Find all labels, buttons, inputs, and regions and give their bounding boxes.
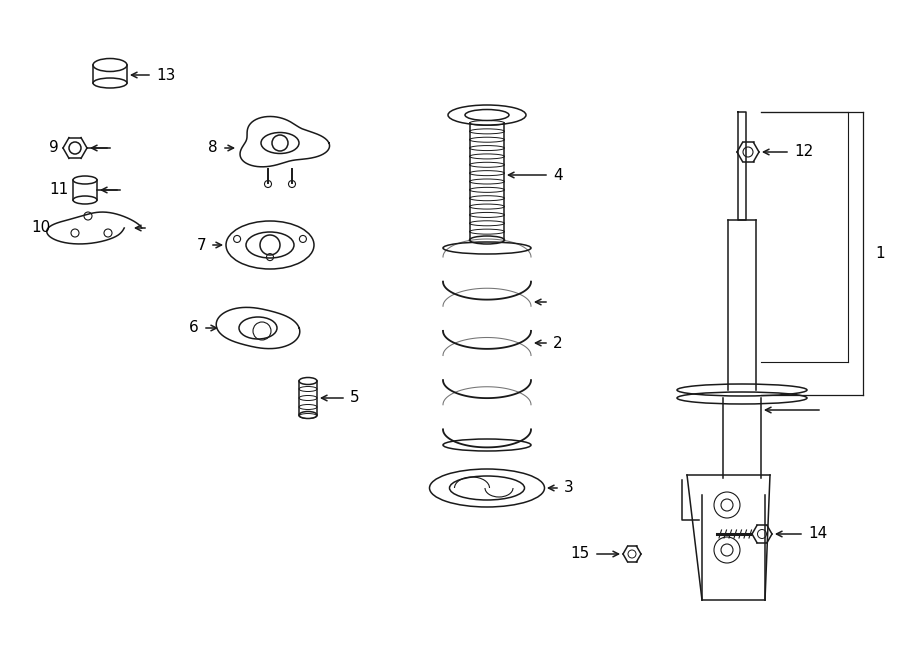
Text: 6: 6: [189, 321, 199, 336]
Text: 9: 9: [50, 141, 59, 155]
Text: 5: 5: [350, 391, 360, 405]
Text: 4: 4: [553, 167, 562, 182]
Text: 13: 13: [156, 67, 176, 83]
Text: 14: 14: [808, 527, 827, 541]
Text: 11: 11: [50, 182, 69, 198]
Text: 8: 8: [209, 141, 218, 155]
Text: 10: 10: [32, 221, 51, 235]
Text: 3: 3: [564, 481, 574, 496]
Text: 12: 12: [794, 145, 814, 159]
Text: 2: 2: [553, 336, 562, 350]
Text: 7: 7: [196, 237, 206, 253]
Text: 15: 15: [571, 547, 590, 561]
Text: 1: 1: [875, 246, 885, 261]
